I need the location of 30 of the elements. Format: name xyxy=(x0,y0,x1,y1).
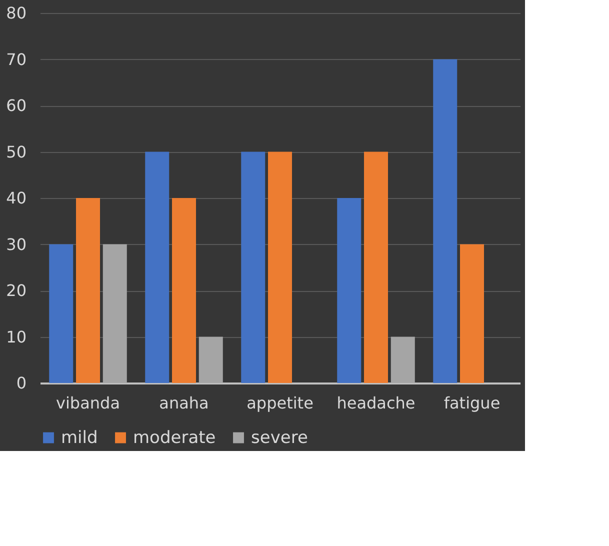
legend-label: mild xyxy=(61,428,98,448)
bar xyxy=(145,152,170,383)
y-tick-label: 20 xyxy=(6,281,26,300)
x-tick-label: anaha xyxy=(159,394,209,412)
x-tick-label: headache xyxy=(336,394,416,412)
bar xyxy=(198,336,223,383)
legend-label: moderate xyxy=(133,428,216,448)
bar xyxy=(364,152,388,383)
bar xyxy=(172,198,196,383)
y-tick-label: 80 xyxy=(6,4,26,22)
bar xyxy=(49,244,74,383)
x-tick-label: appetite xyxy=(246,394,314,412)
bar xyxy=(337,198,362,383)
y-tick-label: 0 xyxy=(16,374,26,392)
bar xyxy=(102,244,127,383)
y-tick-label: 40 xyxy=(6,188,26,208)
bar xyxy=(390,336,415,383)
bar xyxy=(433,59,458,383)
x-tick-label: fatigue xyxy=(444,394,500,412)
y-tick-label: 60 xyxy=(6,96,26,115)
legend-label: severe xyxy=(251,428,308,448)
y-tick-label: 30 xyxy=(6,234,26,254)
y-tick-label: 50 xyxy=(6,142,26,162)
bar xyxy=(241,152,266,383)
y-tick-label: 70 xyxy=(6,50,26,69)
bar xyxy=(76,198,100,383)
x-tick-label: vibanda xyxy=(56,394,120,412)
bar xyxy=(268,152,292,383)
y-tick-label: 10 xyxy=(6,327,26,346)
bar xyxy=(460,244,484,383)
